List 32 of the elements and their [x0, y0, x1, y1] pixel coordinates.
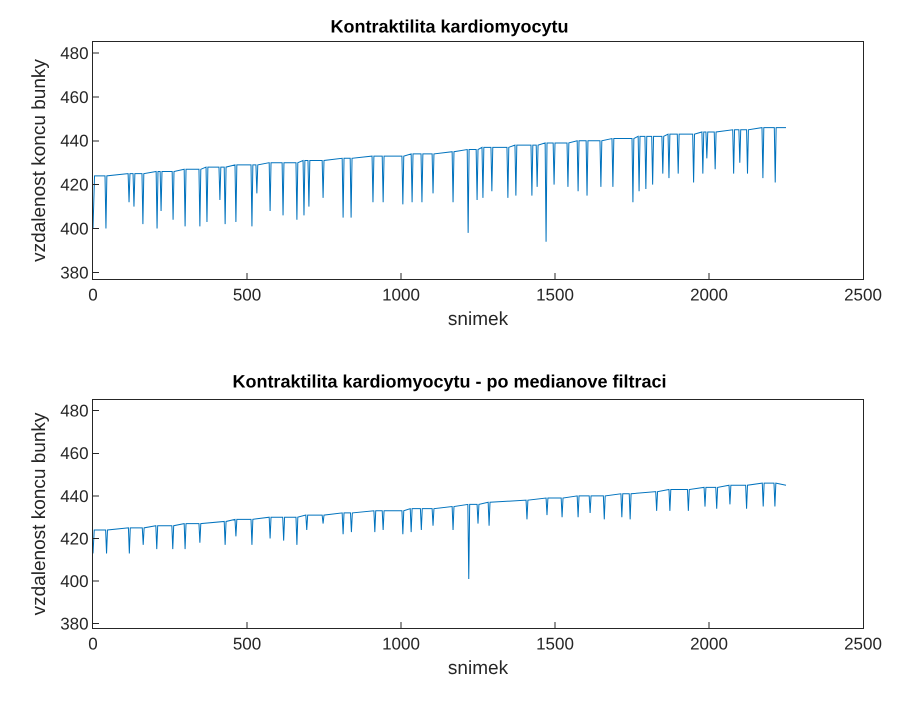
y-tick-label: 440	[60, 132, 89, 151]
y-tick-label: 440	[60, 486, 89, 506]
x-tick-label: 1000	[382, 634, 420, 654]
y-tick-label: 460	[60, 444, 89, 464]
chart-title: Kontraktilita kardiomyocytu - po medianove filtraci	[232, 371, 667, 392]
y-tick-label: 380	[60, 263, 89, 282]
x-tick-label: 2000	[690, 634, 728, 654]
x-tick-label: 2000	[690, 285, 728, 304]
x-tick-label: 2500	[844, 285, 882, 304]
y-tick-label: 460	[60, 88, 89, 107]
x-tick-label: 0	[88, 285, 98, 304]
x-tick-label: 1500	[536, 634, 574, 654]
x-tick-label: 1000	[382, 285, 420, 304]
y-axis-title: vzdalenost koncu bunky	[29, 412, 50, 616]
line-series	[93, 482, 786, 580]
x-tick-label: 500	[232, 634, 262, 654]
x-axis-title: snimek	[448, 309, 509, 330]
x-axis-title: snimek	[448, 658, 509, 680]
y-tick-label: 480	[60, 44, 89, 63]
y-tick-label: 380	[60, 614, 89, 634]
line-series	[93, 127, 786, 242]
x-tick-label: 500	[232, 285, 262, 304]
x-tick-label: 2500	[844, 634, 882, 654]
y-tick-label: 420	[60, 176, 89, 195]
y-axis-title: vzdalenost koncu bunky	[29, 58, 50, 262]
y-tick-label: 400	[60, 219, 89, 238]
x-tick-label: 1500	[536, 285, 574, 304]
chart-title: Kontraktilita kardiomyocytu	[330, 16, 569, 36]
y-tick-label: 400	[60, 572, 89, 592]
y-tick-label: 480	[60, 402, 89, 421]
x-tick-label: 0	[88, 634, 98, 654]
y-tick-label: 420	[60, 529, 89, 548]
